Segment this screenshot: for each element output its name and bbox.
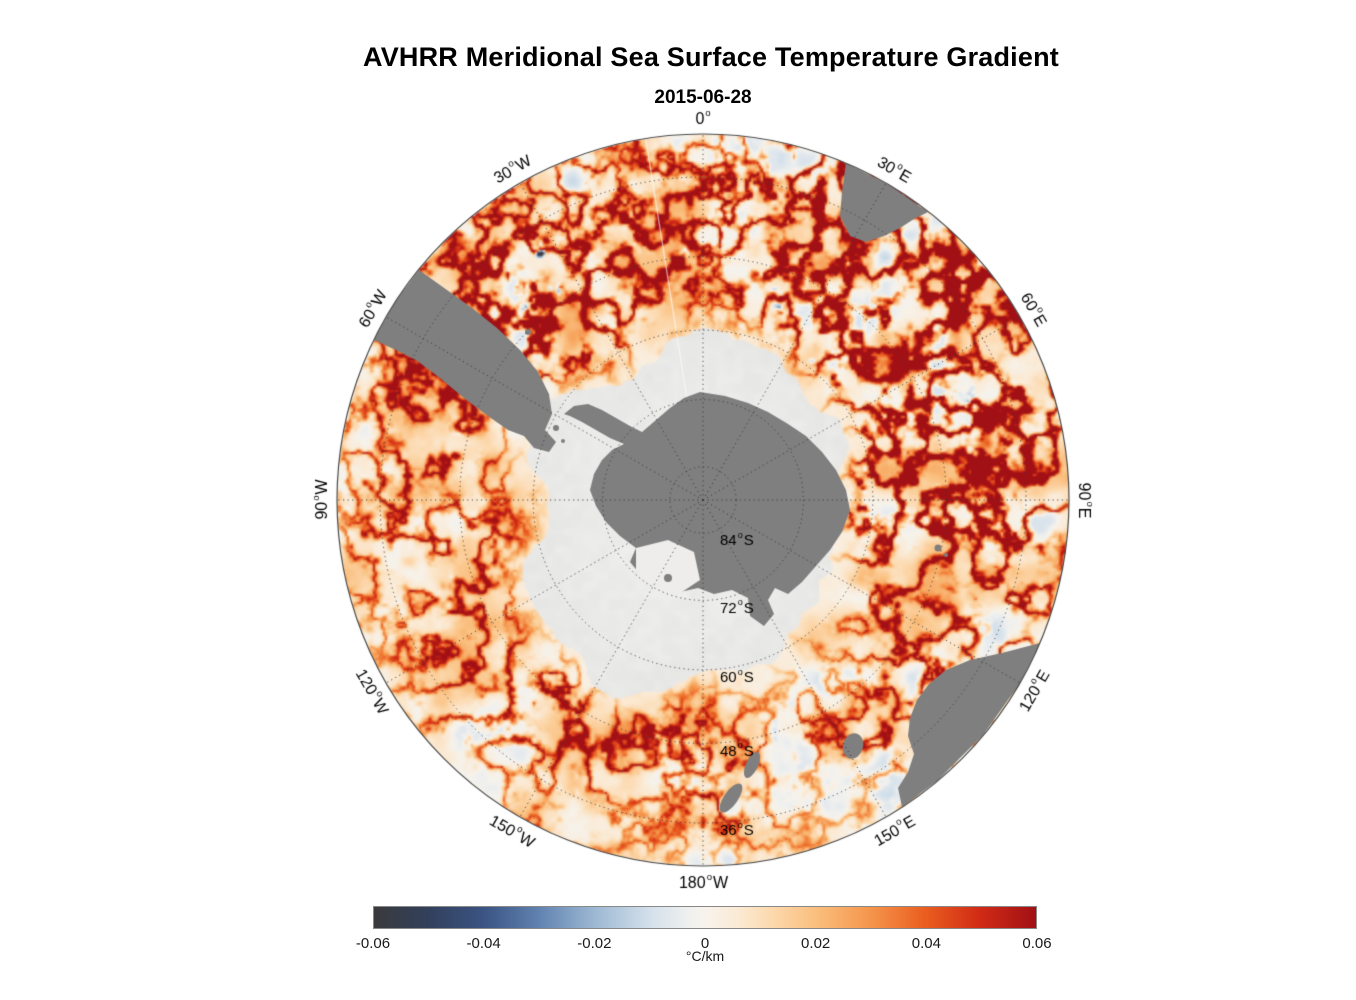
colorbar-tick: -0.06 <box>355 935 391 952</box>
colorbar: -0.06 -0.04 -0.02 0 0.02 0.04 0.06 <box>356 906 1052 952</box>
colorbar-units-label: °C/km <box>685 948 725 964</box>
colorbar-tick: 0 <box>700 935 710 952</box>
colorbar-gradient <box>373 906 1037 929</box>
colorbar-tick: 0.04 <box>911 935 941 952</box>
colorbar-tick: -0.02 <box>577 935 612 952</box>
colorbar-tick: 0.06 <box>1022 935 1052 952</box>
colorbar-tick: 0.02 <box>801 935 831 952</box>
colorbar-tick: -0.04 <box>466 935 501 952</box>
